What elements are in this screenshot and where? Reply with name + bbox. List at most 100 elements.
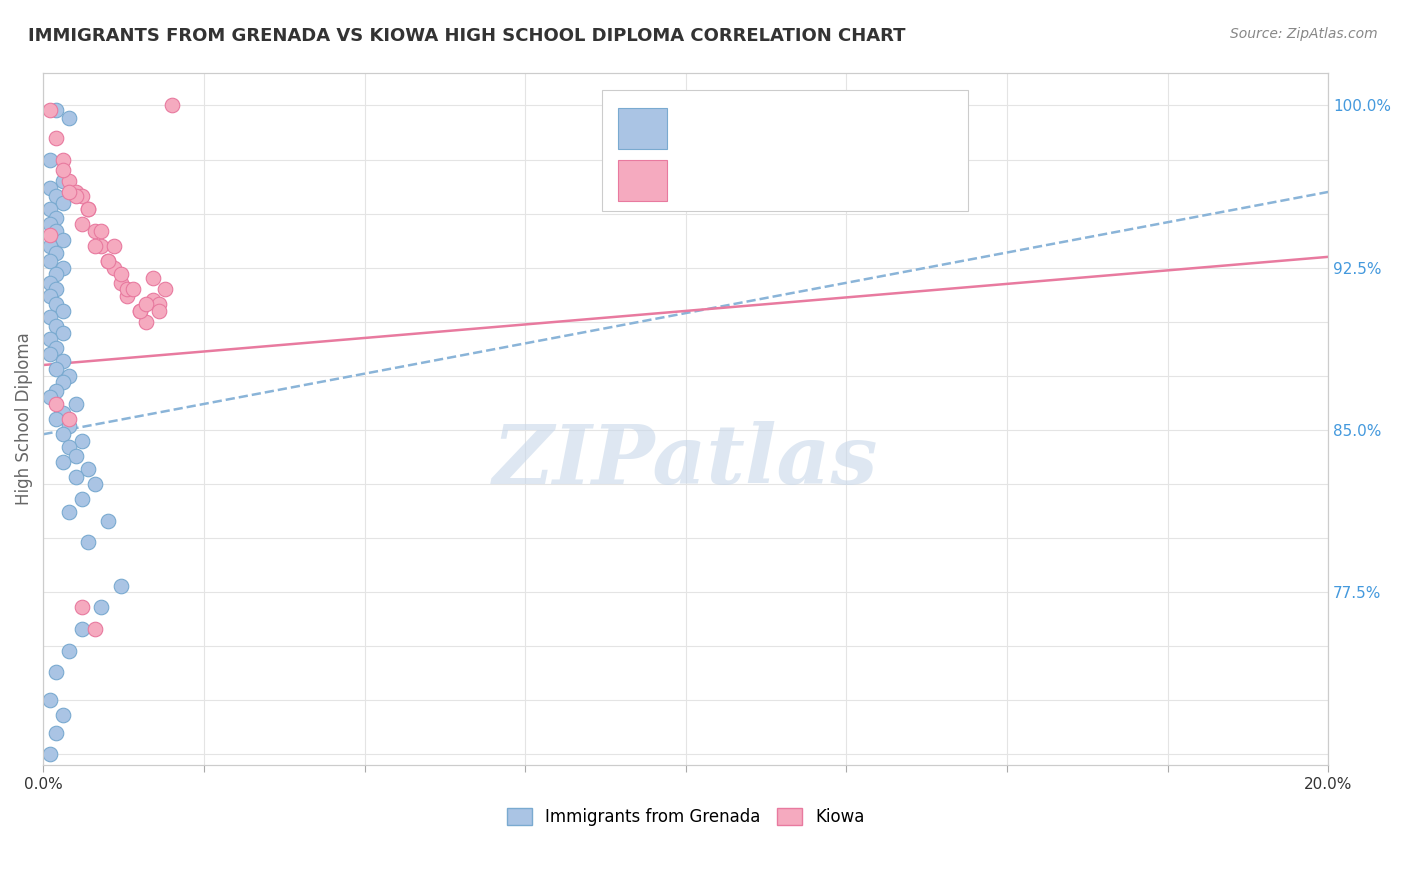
Legend: Immigrants from Grenada, Kiowa: Immigrants from Grenada, Kiowa xyxy=(501,802,872,833)
Point xyxy=(97,254,120,268)
Point xyxy=(45,245,67,260)
Point xyxy=(45,189,67,203)
Point xyxy=(97,514,120,528)
Point xyxy=(58,643,80,657)
Point xyxy=(45,224,67,238)
Point xyxy=(83,224,105,238)
Point xyxy=(65,470,87,484)
Point xyxy=(58,185,80,199)
Point xyxy=(52,233,75,247)
Point xyxy=(38,747,60,762)
Point xyxy=(90,224,112,238)
Text: IMMIGRANTS FROM GRENADA VS KIOWA HIGH SCHOOL DIPLOMA CORRELATION CHART: IMMIGRANTS FROM GRENADA VS KIOWA HIGH SC… xyxy=(28,27,905,45)
Point xyxy=(38,153,60,167)
Point xyxy=(45,362,67,376)
Point xyxy=(128,304,150,318)
Point xyxy=(155,282,177,296)
Point xyxy=(38,693,60,707)
Point xyxy=(45,412,67,426)
FancyBboxPatch shape xyxy=(617,108,666,149)
Point xyxy=(45,665,67,680)
Point xyxy=(38,289,60,303)
Point xyxy=(77,535,100,549)
Point xyxy=(142,293,165,307)
Point xyxy=(52,326,75,340)
Point xyxy=(38,239,60,253)
Point xyxy=(38,180,60,194)
Point xyxy=(77,462,100,476)
Point xyxy=(70,600,93,615)
Point xyxy=(45,397,67,411)
Point xyxy=(52,708,75,723)
Point xyxy=(122,282,145,296)
Text: Source: ZipAtlas.com: Source: ZipAtlas.com xyxy=(1230,27,1378,41)
Point xyxy=(65,397,87,411)
Point xyxy=(58,412,80,426)
Point xyxy=(45,103,67,117)
Point xyxy=(52,376,75,390)
Point xyxy=(52,455,75,469)
Point xyxy=(45,131,67,145)
Point xyxy=(38,391,60,405)
Point xyxy=(135,297,157,311)
Point xyxy=(103,239,125,253)
Point xyxy=(65,185,87,199)
Point xyxy=(77,202,100,217)
Point xyxy=(45,319,67,334)
Point xyxy=(115,289,138,303)
Point xyxy=(58,174,80,188)
Point xyxy=(110,579,132,593)
Point xyxy=(52,260,75,275)
FancyBboxPatch shape xyxy=(617,160,666,201)
Point xyxy=(70,189,93,203)
Point xyxy=(135,315,157,329)
Point xyxy=(45,211,67,225)
Point xyxy=(58,368,80,383)
Point xyxy=(90,600,112,615)
Point xyxy=(45,297,67,311)
Point xyxy=(38,218,60,232)
Point xyxy=(52,353,75,368)
Point xyxy=(52,195,75,210)
Point xyxy=(38,228,60,243)
Point xyxy=(65,189,87,203)
Point xyxy=(38,103,60,117)
Point xyxy=(83,239,105,253)
Point xyxy=(45,725,67,739)
Point xyxy=(58,440,80,454)
Text: R =  0.154   N = 40: R = 0.154 N = 40 xyxy=(682,171,873,189)
FancyBboxPatch shape xyxy=(602,90,969,211)
Point xyxy=(45,341,67,355)
Point xyxy=(115,282,138,296)
Point xyxy=(38,332,60,346)
Point xyxy=(58,112,80,126)
Point xyxy=(148,304,170,318)
Point xyxy=(70,218,93,232)
Point xyxy=(52,406,75,420)
Text: ZIPatlas: ZIPatlas xyxy=(494,421,879,500)
Y-axis label: High School Diploma: High School Diploma xyxy=(15,333,32,506)
Point xyxy=(38,254,60,268)
Point xyxy=(90,239,112,253)
Point xyxy=(148,297,170,311)
Point xyxy=(38,310,60,325)
Point xyxy=(58,505,80,519)
Point xyxy=(38,202,60,217)
Point xyxy=(110,276,132,290)
Text: R = 0.044   N = 59: R = 0.044 N = 59 xyxy=(682,120,866,137)
Point xyxy=(52,304,75,318)
Point xyxy=(45,267,67,281)
Point xyxy=(110,267,132,281)
Point xyxy=(52,153,75,167)
Point xyxy=(45,384,67,398)
Point xyxy=(70,492,93,507)
Point xyxy=(103,260,125,275)
Point xyxy=(65,449,87,463)
Point xyxy=(52,163,75,178)
Point xyxy=(160,98,183,112)
Point xyxy=(58,418,80,433)
Point xyxy=(70,622,93,636)
Point xyxy=(97,254,120,268)
Point xyxy=(77,202,100,217)
Point xyxy=(83,622,105,636)
